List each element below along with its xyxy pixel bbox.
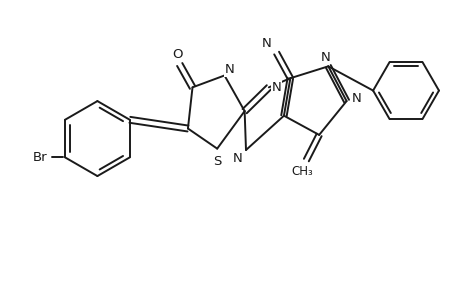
Text: S: S	[213, 155, 221, 168]
Text: N: N	[271, 81, 281, 94]
Text: N: N	[232, 152, 242, 165]
Text: N: N	[224, 64, 235, 76]
Text: N: N	[261, 37, 271, 50]
Text: N: N	[351, 92, 361, 105]
Text: N: N	[320, 51, 330, 64]
Text: Br: Br	[33, 151, 47, 164]
Text: CH₃: CH₃	[290, 165, 312, 178]
Text: O: O	[172, 48, 182, 61]
